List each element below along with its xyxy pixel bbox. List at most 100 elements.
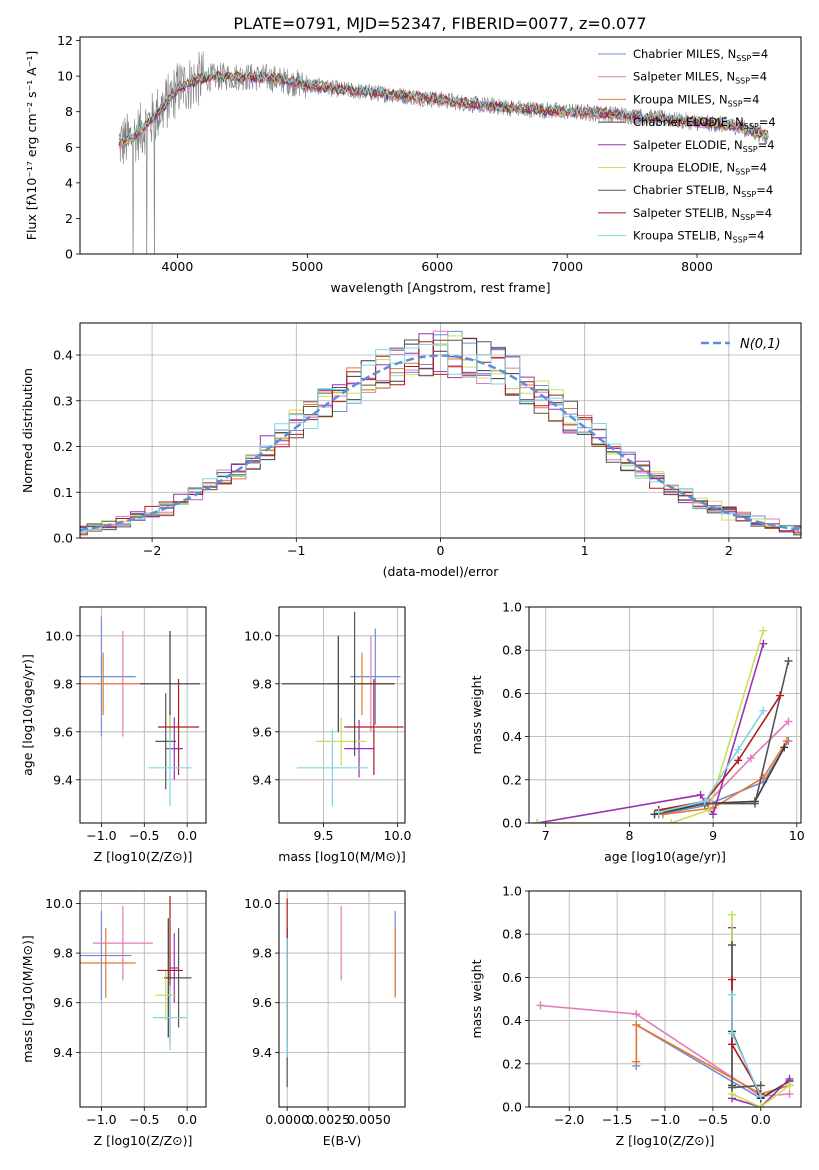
weight-marker xyxy=(785,1081,794,1090)
y-tick-label: 0.3 xyxy=(53,393,73,408)
weight-marker xyxy=(650,810,659,819)
y-tick-label: 10 xyxy=(57,69,73,84)
weight-marker xyxy=(728,941,737,949)
weight-marker xyxy=(750,799,759,808)
panel-age-vs-Z: −1.0 −0.5 0.0 9.4 9.6 9.8 10.0 Z [log10(Z/Z⊙)] a… xyxy=(20,606,207,864)
panel-age-vs-mass: 9.5 10.0 9.4 9.6 9.8 10.0 mass [log10(M/M⊙)] xyxy=(244,606,412,864)
y-tick-label: 9.4 xyxy=(252,772,272,787)
x-tick-label: −1.0 xyxy=(86,1112,116,1127)
weight-line-3 xyxy=(662,740,788,816)
weight-marker xyxy=(759,639,768,648)
y-tick-label: 10.0 xyxy=(244,628,272,643)
panel-mass-weight-vs-age: 7 8 9 10 0.0 0.2 0.4 0.6 0.8 1.0 age [log10(age/yr… xyxy=(469,600,805,865)
weight-line-8 xyxy=(731,979,762,1095)
x-tick-label: 0.0 xyxy=(751,1112,771,1127)
y-tick-label: 9.8 xyxy=(53,676,73,691)
weight-marker xyxy=(756,1103,765,1107)
axes-frame xyxy=(79,606,207,824)
legend-label: Chabrier STELIB, NSSP=4 xyxy=(633,183,773,199)
weight-line-8 xyxy=(658,695,781,811)
model-line-9 xyxy=(118,69,768,145)
weight-marker xyxy=(696,790,705,799)
y-tick-label: 0.0 xyxy=(502,816,522,831)
model-line-8 xyxy=(118,69,768,146)
weight-marker xyxy=(632,1020,641,1029)
x-tick-label: 0.0 xyxy=(177,828,197,843)
weight-marker xyxy=(654,808,663,817)
y-tick-label: 9.6 xyxy=(53,724,73,739)
y-tick-label: 0.1 xyxy=(53,485,73,500)
y-tick-label: 12 xyxy=(57,33,73,48)
axes-frame xyxy=(79,322,802,539)
x-tick-label: 9.5 xyxy=(314,828,334,843)
plot-area-mass-weight-vs-age xyxy=(533,626,793,823)
x-tick-label: 2 xyxy=(725,543,733,558)
weight-line-6 xyxy=(537,630,765,823)
weight-marker xyxy=(734,745,743,754)
y-tick-label: 0.4 xyxy=(502,729,522,744)
y-tick-label: 10.0 xyxy=(45,896,73,911)
y-tick-label: 9.6 xyxy=(252,995,272,1010)
weight-marker xyxy=(756,1081,765,1090)
x-axis-label: Z [log10(Z/Z⊙)] xyxy=(94,849,193,864)
x-tick-label: 0.0025 xyxy=(306,1112,350,1127)
spectrum-legend: Chabrier MILES, NSSP=4 Salpeter MILES, NS… xyxy=(598,47,776,245)
y-tick-label: 0.6 xyxy=(502,686,522,701)
y-tick-label: 9.8 xyxy=(252,946,272,961)
x-tick-label: 9 xyxy=(709,828,717,843)
x-tick-label: 7 xyxy=(542,828,550,843)
weight-marker xyxy=(784,657,793,665)
y-tick-label: 10.0 xyxy=(45,628,73,643)
y-tick-label: 10.0 xyxy=(244,896,272,911)
y-tick-label: 8 xyxy=(65,104,73,119)
plot-area-mass-vs-ebv xyxy=(286,898,396,1088)
y-tick-label: 9.8 xyxy=(252,676,272,691)
weight-line-9 xyxy=(658,710,764,813)
y-tick-label: 9.4 xyxy=(252,1045,272,1060)
y-axis-label: mass weight xyxy=(469,675,484,754)
x-axis-label: mass [log10(M/M⊙)] xyxy=(278,849,406,864)
y-tick-label: 4 xyxy=(65,175,73,190)
weight-marker xyxy=(746,754,755,763)
x-tick-label: 0.0050 xyxy=(347,1112,391,1127)
weight-marker xyxy=(734,756,743,765)
x-axis-label: (data-model)/error xyxy=(383,564,500,579)
x-tick-label: 0.0000 xyxy=(265,1112,309,1127)
axes-frame xyxy=(528,890,802,1108)
y-tick-label: 0.8 xyxy=(502,643,522,658)
x-axis-label: age [log10(age/yr)] xyxy=(604,849,726,864)
weight-marker xyxy=(776,691,785,700)
y-tick-label: 0.4 xyxy=(53,348,73,363)
y-tick-label: 9.6 xyxy=(252,724,272,739)
x-tick-label: 5000 xyxy=(291,259,323,274)
weight-marker xyxy=(700,797,709,806)
y-axis-label: age [log10(age/yr)] xyxy=(20,654,35,776)
weight-line-4 xyxy=(654,747,786,816)
x-tick-label: −1.0 xyxy=(650,1112,680,1127)
weight-marker xyxy=(632,1010,641,1019)
x-tick-label: 6000 xyxy=(421,259,453,274)
plot-area-spectrum xyxy=(118,51,769,254)
axes-frame xyxy=(278,606,406,824)
normal-curve xyxy=(80,354,801,532)
weight-marker xyxy=(632,1057,641,1066)
x-tick-label: 8000 xyxy=(681,259,713,274)
y-tick-label: 1.0 xyxy=(502,884,522,899)
y-tick-label: 0.8 xyxy=(502,927,522,942)
x-tick-label: −1.0 xyxy=(86,828,116,843)
panel-residuals: −2 −1 0 1 2 0.0 0.1 0.2 0.3 0.4 (data-model)/error… xyxy=(20,322,802,579)
panel-mass-weight-vs-Z: −2.0 −1.5 −1.0 −0.5 0.0 0.0 0.2 0.4 0.6 0.8 1.0 Z [… xyxy=(469,884,802,1148)
x-tick-label: 10.0 xyxy=(384,828,412,843)
plot-area-age-vs-mass xyxy=(281,611,404,807)
weight-marker xyxy=(704,806,713,815)
legend-label: Kroupa ELODIE, NSSP=4 xyxy=(633,161,767,177)
weight-line-7 xyxy=(658,660,790,811)
plot-area-mass-weight-vs-Z xyxy=(536,910,794,1107)
axes-frame xyxy=(278,890,406,1108)
x-tick-label: −0.5 xyxy=(698,1112,728,1127)
x-tick-label: −1 xyxy=(287,543,305,558)
x-axis-label: E(B-V) xyxy=(323,1133,362,1148)
x-tick-label: 0 xyxy=(437,543,445,558)
